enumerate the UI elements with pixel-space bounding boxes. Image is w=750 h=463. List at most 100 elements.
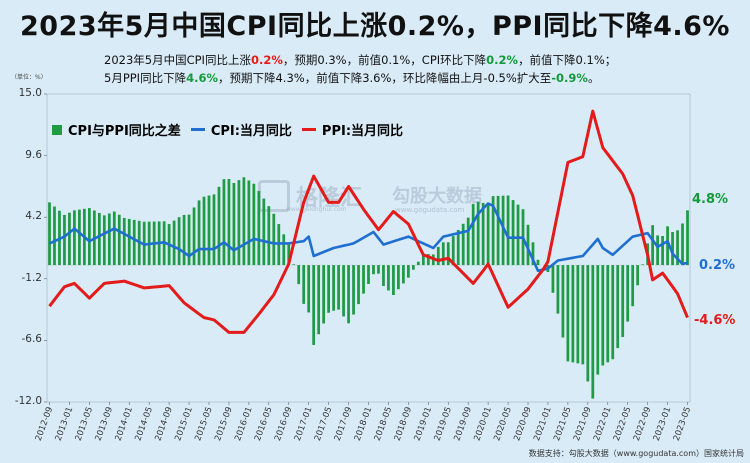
subtitle-line-2-seg-4: 。 [587, 71, 600, 85]
diff-bar [466, 217, 470, 266]
x-tick-label: 2020-05 [492, 406, 514, 443]
diff-bar [73, 210, 76, 266]
diff-bar [367, 265, 370, 284]
diff-bar [127, 218, 131, 266]
diff-bar [122, 217, 126, 266]
diff-bar [461, 223, 465, 266]
subtitle-line-1-seg-0: 2023年5月中国CPI同比上涨 [104, 53, 251, 67]
diff-bar [63, 214, 66, 266]
diff-bar [197, 200, 201, 266]
diff-bar [87, 208, 91, 266]
diff-bar [337, 265, 340, 310]
end-label-cpi: 0.2% [699, 258, 736, 273]
x-tick-label: 2021-01 [532, 406, 554, 443]
diff-bar [262, 198, 266, 266]
diff-bar [53, 206, 56, 266]
legend-label-ppi: PPI:当月同比 [321, 124, 404, 139]
diff-bar [187, 214, 191, 266]
x-tick-label: 2018-01 [353, 406, 375, 443]
x-tick-label: 2014-05 [133, 406, 155, 443]
x-tick-label: 2013-05 [74, 406, 96, 443]
diff-bar [78, 209, 81, 266]
diff-bar [591, 265, 595, 399]
diff-bar [536, 259, 540, 266]
diff-bar [486, 204, 490, 266]
x-tick-label: 2018-09 [393, 406, 415, 443]
diff-bar [357, 265, 360, 305]
diff-bar [436, 246, 440, 266]
diff-bar [451, 236, 455, 266]
diff-bar [571, 265, 575, 363]
diff-bar [307, 265, 311, 313]
diff-bar [342, 265, 345, 317]
diff-bar [411, 265, 415, 270]
diff-bar [212, 194, 216, 266]
x-tick-label: 2019-01 [413, 406, 435, 443]
x-tick-label: 2020-01 [472, 406, 494, 443]
diff-bar [302, 265, 306, 304]
subtitle-line-2-seg-1: 4.6% [186, 71, 218, 85]
x-tick-label: 2014-09 [153, 406, 175, 443]
diff-bar [621, 265, 625, 337]
diff-bar [222, 179, 226, 266]
legend-swatch-ppi [301, 128, 316, 131]
x-tick-label: 2018-05 [373, 406, 395, 443]
legend: CPI与PPI同比之差 CPI:当月同比 PPI:当月同比 [52, 120, 413, 139]
diff-bar [352, 265, 355, 315]
x-tick-label: 2020-09 [512, 406, 534, 443]
x-tick-label: 2023-01 [652, 406, 674, 443]
diff-bar [282, 234, 286, 266]
diff-bar [661, 236, 664, 266]
diff-bar [511, 200, 515, 266]
diff-bar [382, 265, 385, 287]
diff-bar [267, 206, 271, 266]
diff-bar [112, 211, 116, 266]
x-tick-label: 2022-01 [592, 406, 614, 443]
diff-bar [501, 195, 505, 266]
diff-bar [207, 195, 211, 266]
x-tick-label: 2017-01 [293, 406, 315, 443]
subtitle-line-1-seg-1: 0.2% [250, 53, 283, 67]
diff-bar [586, 265, 590, 382]
subtitle-line-1-seg-2: ，预期0.3%，前值0.1%，CPI环比下降 [282, 53, 487, 67]
unit-label: （单位：%） [11, 74, 47, 81]
subtitle-line-1-seg-3: 0.2% [486, 53, 519, 67]
diff-bar [217, 186, 221, 266]
x-tick-label: 2016-09 [273, 406, 295, 443]
diff-bar [496, 195, 500, 266]
source-note: 数据支持：勾股大数据（www.gogudata.com）国家统计局 [528, 449, 744, 458]
diff-bar [252, 183, 256, 266]
diff-bar [581, 265, 585, 365]
x-tick-label: 2014-01 [114, 406, 136, 443]
chart-title: 2023年5月中国CPI同比上涨0.2%，PPI同比下降4.6% [20, 11, 730, 42]
diff-bar [626, 265, 630, 322]
diff-bar [616, 265, 620, 349]
legend-item-ppi: PPI:当月同比 [301, 120, 404, 139]
x-tick-label: 2021-05 [552, 406, 574, 443]
diff-bar [397, 265, 400, 290]
diff-bar [576, 265, 580, 364]
diff-bar [387, 265, 390, 291]
diff-bar [362, 265, 365, 294]
y-tick-label: 4.2 [25, 210, 42, 223]
diff-bar [332, 265, 335, 311]
diff-bar [481, 202, 485, 266]
x-tick-label: 2013-09 [94, 406, 116, 443]
diff-bar [347, 265, 350, 324]
diff-bar [68, 212, 71, 266]
diff-bar [227, 178, 231, 266]
diff-bar [441, 242, 445, 266]
end-label-diff: 4.8% [692, 192, 729, 207]
diff-bar [317, 265, 321, 335]
x-tick-label: 2019-05 [433, 406, 455, 443]
diff-bar [656, 235, 659, 266]
diff-bar [242, 177, 246, 266]
diff-bar [182, 214, 186, 266]
diff-bar [407, 265, 410, 278]
x-tick-label: 2019-09 [452, 406, 474, 443]
subtitle-line-2: 5月PPI同比下降4.6%，预期下降4.3%，前值下降3.6%，环比降幅由上月-… [104, 70, 599, 86]
x-tick-label: 2012-09 [34, 406, 56, 443]
y-tick-label: -12.0 [14, 395, 42, 407]
diff-bar [192, 207, 196, 266]
